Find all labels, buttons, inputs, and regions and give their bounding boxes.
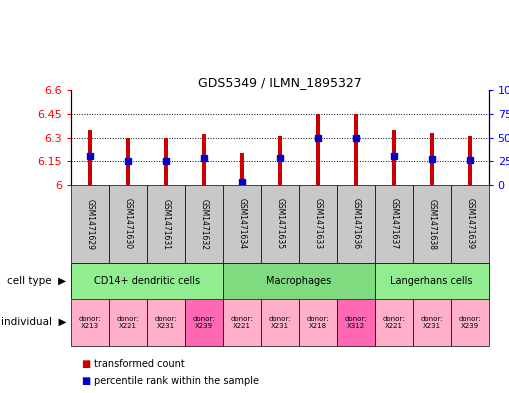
Text: GSM1471638: GSM1471638	[427, 198, 436, 250]
Text: GSM1471633: GSM1471633	[314, 198, 322, 250]
Text: donor:
X239: donor: X239	[193, 316, 215, 329]
Text: donor:
X231: donor: X231	[269, 316, 291, 329]
Bar	[164, 138, 168, 185]
Text: Langerhans cells: Langerhans cells	[390, 276, 473, 286]
Bar	[71, 299, 109, 346]
Bar	[89, 130, 92, 185]
Bar	[109, 185, 147, 263]
Text: Macrophages: Macrophages	[266, 276, 331, 286]
Bar	[109, 299, 147, 346]
Bar	[240, 153, 244, 185]
Text: GSM1471632: GSM1471632	[200, 198, 209, 250]
Bar	[375, 263, 489, 299]
Text: donor:
X312: donor: X312	[345, 316, 367, 329]
Bar	[223, 263, 375, 299]
Bar	[450, 299, 489, 346]
Text: cell type  ▶: cell type ▶	[7, 276, 66, 286]
Bar	[185, 299, 223, 346]
Bar	[316, 114, 320, 185]
Bar	[299, 299, 337, 346]
Bar	[413, 185, 450, 263]
Title: GDS5349 / ILMN_1895327: GDS5349 / ILMN_1895327	[198, 76, 362, 89]
Text: GSM1471635: GSM1471635	[275, 198, 285, 250]
Bar	[202, 134, 206, 185]
Bar	[185, 185, 223, 263]
Text: GSM1471634: GSM1471634	[238, 198, 246, 250]
Bar	[126, 138, 130, 185]
Text: donor:
X231: donor: X231	[155, 316, 177, 329]
Bar	[261, 299, 299, 346]
Bar	[375, 299, 413, 346]
Bar	[430, 133, 434, 185]
Text: percentile rank within the sample: percentile rank within the sample	[94, 376, 259, 386]
Bar	[71, 263, 223, 299]
Text: GSM1471630: GSM1471630	[124, 198, 133, 250]
Bar	[392, 130, 395, 185]
Bar	[299, 185, 337, 263]
Text: GSM1471631: GSM1471631	[162, 198, 171, 250]
Text: ■: ■	[81, 358, 91, 369]
Text: CD14+ dendritic cells: CD14+ dendritic cells	[94, 276, 200, 286]
Text: GSM1471639: GSM1471639	[465, 198, 474, 250]
Text: donor:
X221: donor: X221	[117, 316, 139, 329]
Text: transformed count: transformed count	[94, 358, 185, 369]
Bar	[375, 185, 413, 263]
Bar	[223, 299, 261, 346]
Bar	[354, 114, 358, 185]
Text: donor:
X218: donor: X218	[306, 316, 329, 329]
Bar	[337, 185, 375, 263]
Bar	[450, 185, 489, 263]
Text: GSM1471637: GSM1471637	[389, 198, 398, 250]
Bar	[278, 136, 282, 185]
Bar	[261, 185, 299, 263]
Text: GSM1471629: GSM1471629	[86, 198, 95, 250]
Text: individual  ▶: individual ▶	[1, 317, 66, 327]
Text: donor:
X239: donor: X239	[459, 316, 481, 329]
Bar	[468, 136, 471, 185]
Bar	[147, 299, 185, 346]
Text: donor:
X221: donor: X221	[383, 316, 405, 329]
Text: GSM1471636: GSM1471636	[351, 198, 360, 250]
Text: donor:
X221: donor: X221	[231, 316, 253, 329]
Bar	[413, 299, 450, 346]
Bar	[337, 299, 375, 346]
Text: donor:
X231: donor: X231	[420, 316, 443, 329]
Text: ■: ■	[81, 376, 91, 386]
Bar	[147, 185, 185, 263]
Bar	[71, 185, 109, 263]
Text: donor:
X213: donor: X213	[79, 316, 101, 329]
Bar	[223, 185, 261, 263]
